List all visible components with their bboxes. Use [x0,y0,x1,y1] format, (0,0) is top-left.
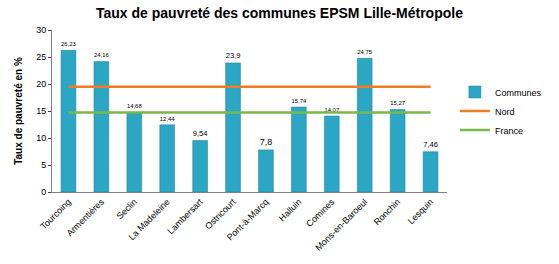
svg-text:7,46: 7,46 [423,140,438,149]
svg-text:14,68: 14,68 [127,103,142,109]
svg-text:Lesquin: Lesquin [406,197,435,226]
svg-text:25: 25 [36,52,46,62]
svg-text:24,16: 24,16 [94,52,109,58]
svg-text:Nord: Nord [495,107,515,117]
svg-text:9,54: 9,54 [193,129,208,138]
svg-text:Armentières: Armentières [65,196,107,238]
svg-text:France: France [495,126,523,136]
svg-text:Ronchin: Ronchin [372,197,402,227]
svg-text:Lambersart: Lambersart [165,196,205,236]
svg-text:Pont-à-Marcq: Pont-à-Marcq [225,197,271,243]
svg-text:La Madeleine: La Madeleine [127,197,172,242]
svg-text:Taux de pauvreté des communes: Taux de pauvreté des communes EPSM Lille… [96,5,463,21]
svg-text:10: 10 [36,133,46,143]
svg-text:24,75: 24,75 [357,49,372,55]
svg-text:Comines: Comines [304,196,337,229]
svg-text:Halluin: Halluin [277,197,304,224]
svg-text:30: 30 [36,25,46,35]
svg-text:0: 0 [41,187,46,197]
svg-text:Ostricourt: Ostricourt [203,196,238,231]
svg-text:Communes: Communes [495,88,542,98]
svg-text:15,74: 15,74 [291,98,306,104]
svg-text:15,27: 15,27 [390,100,405,106]
svg-text:23,9: 23,9 [226,51,241,60]
svg-text:14,07: 14,07 [324,107,339,113]
svg-text:7,8: 7,8 [260,137,273,147]
svg-text:15: 15 [36,106,46,116]
svg-text:Tourcoing: Tourcoing [38,197,73,232]
svg-text:5: 5 [41,160,46,170]
svg-text:26,23: 26,23 [61,41,76,47]
svg-text:20: 20 [36,79,46,89]
svg-text:Seclin: Seclin [114,197,138,221]
svg-text:Taux de pauvreté en %: Taux de pauvreté en % [13,57,24,165]
svg-text:Mons-en-Baroeul: Mons-en-Baroeul [313,197,369,253]
svg-text:12,44: 12,44 [160,116,175,122]
